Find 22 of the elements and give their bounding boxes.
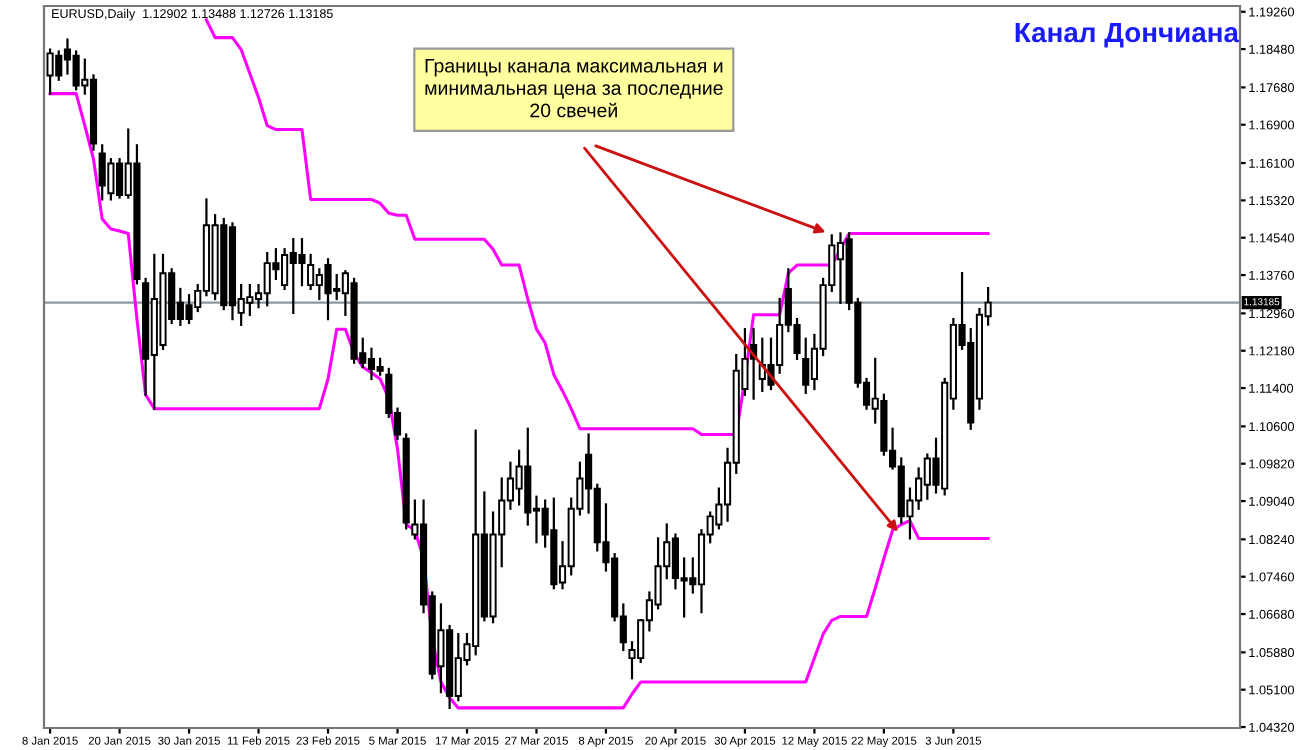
candlestick (802, 337, 810, 394)
candlestick (98, 144, 106, 201)
candlestick (246, 284, 254, 316)
annotation: Границы канала максимальная и минимальная цена за последние 20 свечей (425, 59, 723, 118)
candlestick (524, 427, 532, 526)
line-series (204, 18, 990, 437)
candlestick (324, 258, 332, 321)
candlestick (515, 449, 523, 506)
candlestick (836, 232, 845, 304)
candlestick (671, 533, 680, 590)
candlestick (46, 48, 54, 95)
candlestick (263, 251, 271, 307)
candlestick (72, 50, 80, 91)
candlestick (185, 294, 193, 325)
candlestick (298, 238, 306, 287)
candlestick (107, 158, 115, 201)
candlestick (55, 50, 63, 81)
candlestick (437, 603, 445, 694)
text: Канал Дончиана (1015, 22, 1240, 48)
candlestick (367, 347, 376, 381)
candlestick (307, 253, 315, 291)
candlestick (115, 158, 124, 199)
